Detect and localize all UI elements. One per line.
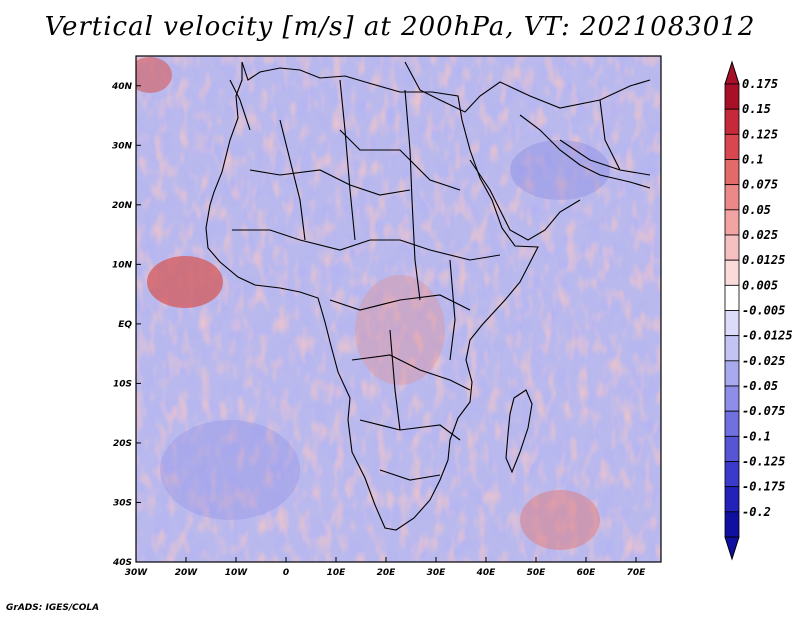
lat-tick-label: 30N [112, 141, 133, 151]
colorbar-box [724, 461, 740, 488]
lon-tick-label: 40E [476, 568, 497, 578]
colorbar-box [724, 335, 740, 362]
latitude-axis: 40N 30N 20N 10N EQ 10S 20S 30S 40S [111, 82, 141, 568]
colorbar-label: -0.075 [742, 404, 785, 418]
colorbar-label: 0.005 [742, 278, 778, 292]
colorbar-box [724, 360, 740, 387]
colorbar-label: 0.175 [742, 77, 778, 91]
colorbar-label: 0.075 [742, 178, 778, 192]
lat-tick-label: 10N [112, 260, 133, 270]
lon-tick-label: 10E [327, 568, 347, 578]
colorbar-box [724, 385, 740, 412]
colorbar-box [724, 159, 740, 186]
colorbar-label: -0.025 [742, 354, 785, 368]
footer-credit: GrADS: IGES/COLA [6, 603, 100, 613]
colorbar-box [724, 209, 740, 236]
lat-tick-label: 10S [113, 379, 132, 389]
lon-tick-label: 60E [577, 568, 597, 578]
colorbar-box [724, 259, 740, 286]
colorbar-box [724, 435, 740, 462]
colorbar-label: -0.125 [742, 455, 785, 469]
colorbar-label: 0.15 [742, 102, 771, 116]
lon-tick-label: 30E [427, 568, 447, 578]
colorbar-label: -0.175 [742, 480, 785, 494]
lon-tick-label: 30W [125, 568, 149, 578]
colorbar-label: -0.0125 [742, 329, 793, 343]
colorbar-label: -0.005 [742, 304, 785, 318]
colorbar-box [724, 108, 740, 135]
colorbar-box [724, 310, 740, 337]
colorbar-box [724, 184, 740, 211]
colorbar-bottom-arrow [724, 536, 740, 561]
lat-tick-label: 30S [113, 498, 132, 508]
colorbar-box [724, 410, 740, 437]
lon-tick-label: 20E [377, 568, 397, 578]
colorbar-label: 0.05 [742, 203, 771, 217]
colorbar-box [724, 511, 740, 538]
lat-tick-label: 40S [112, 558, 132, 568]
colorbar-top-arrow [724, 60, 740, 85]
lon-tick-label: 0 [283, 568, 289, 578]
coastlines [205, 61, 651, 531]
lat-tick-label: 20N [112, 201, 133, 211]
lat-tick-label: 40N [111, 82, 133, 92]
colorbar-box [724, 83, 740, 110]
lat-tick-label: EQ [118, 320, 132, 330]
colorbar-label: 0.1 [742, 153, 764, 167]
lon-tick-label: 10W [225, 568, 249, 578]
colorbar-box [724, 234, 740, 261]
lon-tick-label: 20W [175, 568, 199, 578]
lon-tick-label: 70E [627, 568, 647, 578]
colorbar-label: 0.125 [742, 127, 778, 141]
colorbar-label: -0.1 [742, 429, 771, 443]
longitude-axis: 30W 20W 10W 0 10E 20E 30E 40E 50E 60E 70E [125, 557, 646, 578]
colorbar-label: 0.0125 [742, 253, 785, 267]
colorbar-box [724, 133, 740, 160]
chart-title: Vertical velocity [m/s] at 200hPa, VT: 2… [44, 12, 756, 42]
colorbar-label: -0.05 [742, 379, 778, 393]
lat-tick-label: 20S [113, 439, 132, 449]
colorbar-box [724, 284, 740, 311]
colorbar-box [724, 486, 740, 513]
plot-frame [135, 55, 662, 563]
lon-tick-label: 50E [527, 568, 547, 578]
velocity-field [136, 56, 661, 562]
colorbar: 0.175 0.15 0.125 0.1 0.075 0.05 0.025 0.0125 0.0… [724, 60, 793, 561]
colorbar-label: -0.2 [742, 505, 771, 519]
colorbar-label: 0.025 [742, 228, 778, 242]
